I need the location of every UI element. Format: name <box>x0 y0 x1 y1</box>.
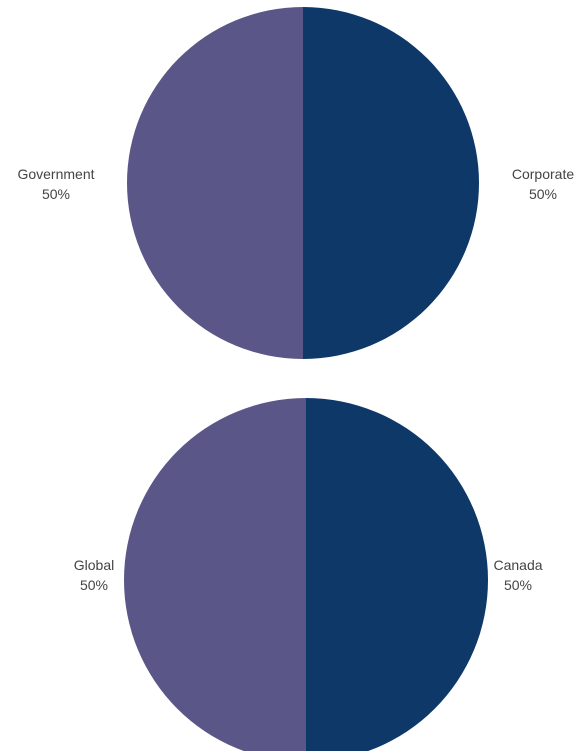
slice-label-canada-percent: 50% <box>504 577 532 593</box>
pie-chart-region-svg: Canada 50% Global 50% <box>74 398 543 751</box>
slice-label-corporate-name: Corporate <box>512 166 574 182</box>
slice-label-government-name: Government <box>17 166 94 182</box>
slice-label-corporate-percent: 50% <box>529 186 557 202</box>
slice-label-government-percent: 50% <box>42 186 70 202</box>
pie-slice-global <box>124 398 306 751</box>
pie-chart-region: Canada 50% Global 50% <box>0 370 587 751</box>
pie-slice-government <box>127 7 303 359</box>
pie-slice-corporate <box>303 7 479 359</box>
slice-label-global-name: Global <box>74 557 114 573</box>
slice-label-canada-name: Canada <box>493 557 542 573</box>
pie-slice-canada <box>306 398 488 751</box>
slice-label-global-percent: 50% <box>80 577 108 593</box>
pie-chart-sector: Corporate 50% Government 50% <box>0 0 587 370</box>
pie-chart-sector-svg: Corporate 50% Government 50% <box>17 7 574 359</box>
